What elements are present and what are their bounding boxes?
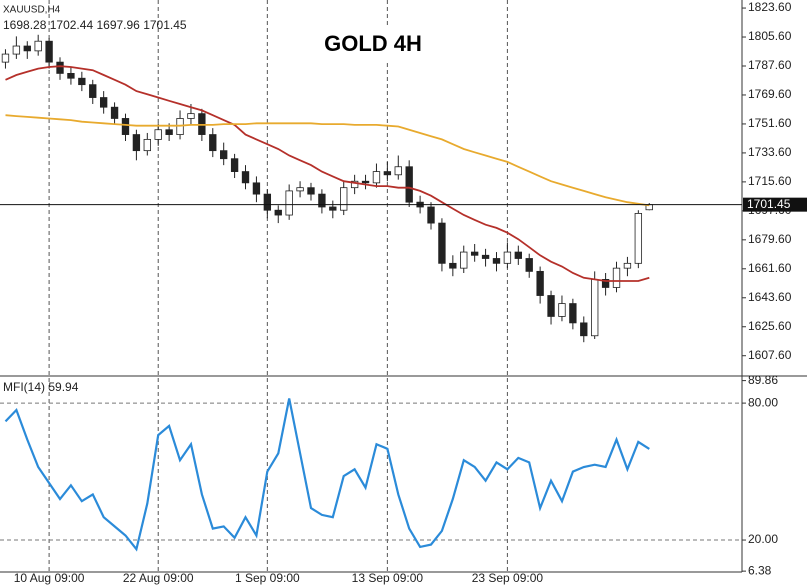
- y-tick-label: 1661.60: [748, 261, 792, 275]
- candle-body: [78, 77, 86, 86]
- candle-body: [449, 262, 457, 269]
- ohlc-open: 1698.28: [3, 18, 47, 32]
- candle-body: [558, 303, 566, 317]
- x-tick-label: 23 Sep 09:00: [472, 571, 544, 585]
- candle-body: [34, 40, 42, 52]
- title-box: [308, 28, 438, 62]
- candle-body: [209, 134, 217, 152]
- y-tick-label: 1751.60: [748, 116, 792, 130]
- x-tick-label: 1 Sep 09:00: [235, 571, 300, 585]
- candle-body: [121, 118, 130, 135]
- y-tick-label: 1607.60: [748, 348, 792, 362]
- candle-body: [612, 267, 621, 288]
- candle-body: [252, 182, 261, 195]
- candle-body: [307, 187, 315, 195]
- candle-body: [383, 171, 392, 176]
- x-tick-label: 13 Sep 09:00: [352, 571, 424, 585]
- ohlc-header: 1698.28 1702.44 1697.96 1701.45: [3, 18, 187, 32]
- x-tick-label: 22 Aug 09:00: [123, 571, 194, 585]
- y-tick-label: 1679.60: [748, 232, 792, 246]
- candle-body: [274, 209, 282, 216]
- candle-body: [634, 213, 643, 264]
- candle-body: [220, 150, 228, 160]
- candle-body: [601, 279, 610, 288]
- candle-body: [329, 206, 337, 211]
- y-tick-label: 1805.60: [748, 29, 792, 43]
- series-line: [4, 398, 650, 552]
- candle-body: [427, 206, 435, 224]
- candle-body: [547, 295, 555, 317]
- candle-body: [405, 166, 413, 203]
- candle-body: [318, 193, 326, 208]
- candle-body: [154, 129, 162, 140]
- candle-body: [372, 171, 381, 184]
- candle-body: [394, 166, 402, 176]
- symbol-label: XAUUSD,H4: [3, 5, 61, 16]
- y-tick-label: 1769.60: [748, 87, 792, 101]
- candle-body: [241, 171, 250, 184]
- candle-body: [23, 45, 31, 52]
- candle-body: [110, 106, 119, 119]
- y-tick-label: 89.86: [748, 373, 778, 387]
- candle-body: [438, 222, 446, 264]
- candle-body: [350, 180, 359, 189]
- last-price-label: 1701.45: [747, 197, 791, 211]
- candle-body: [580, 322, 588, 337]
- candle-body: [503, 251, 512, 264]
- ohlc-high: 1702.44: [50, 18, 94, 32]
- candle-body: [263, 193, 272, 211]
- candle-body: [296, 187, 304, 192]
- candle-body: [187, 113, 195, 119]
- candle-body: [623, 262, 632, 269]
- candle-body: [481, 254, 490, 259]
- y-tick-label: 1823.60: [748, 0, 792, 14]
- y-tick-label: 80.00: [748, 395, 778, 409]
- last-price-box: [743, 197, 807, 212]
- candle-body: [132, 134, 141, 152]
- y-tick-label: 1715.60: [748, 174, 792, 188]
- y-tick-label: 20.00: [748, 532, 778, 546]
- candle-body: [470, 251, 479, 256]
- candle-body: [67, 72, 75, 79]
- series-line: [5, 114, 650, 207]
- candle-body: [492, 258, 501, 264]
- candle-body: [569, 303, 577, 324]
- candle-body: [536, 270, 544, 296]
- candle-body: [460, 251, 468, 269]
- candle-body: [56, 61, 64, 74]
- candle-body: [340, 187, 348, 211]
- y-tick-label: 1733.60: [748, 145, 792, 159]
- candle-body: [143, 138, 151, 152]
- chart-title: GOLD 4H: [324, 31, 422, 56]
- candle-body: [361, 180, 370, 184]
- candle-body: [165, 129, 173, 135]
- candle-body: [285, 190, 293, 216]
- y-tick-label: 6.38: [748, 563, 772, 577]
- candle-body: [89, 84, 97, 98]
- candle-body: [591, 279, 599, 337]
- ohlc-close: 1701.45: [143, 18, 187, 32]
- candle-body: [230, 158, 239, 172]
- series-line: [5, 65, 650, 282]
- candle-body: [45, 40, 53, 63]
- candle-body: [514, 251, 522, 259]
- ohlc-low: 1697.96: [96, 18, 140, 32]
- x-tick-label: 10 Aug 09:00: [14, 571, 85, 585]
- mfi-header: MFI(14) 59.94: [3, 380, 79, 394]
- mfi-name: MFI(14): [3, 380, 45, 394]
- y-tick-label: 1787.60: [748, 58, 792, 72]
- y-tick-label: 1625.60: [748, 319, 792, 333]
- candle-body: [1, 53, 10, 63]
- candle-body: [525, 258, 533, 272]
- mfi-value: 59.94: [48, 380, 78, 394]
- y-tick-label: 1643.60: [748, 290, 792, 304]
- candle-body: [12, 45, 21, 55]
- candle-body: [99, 97, 108, 108]
